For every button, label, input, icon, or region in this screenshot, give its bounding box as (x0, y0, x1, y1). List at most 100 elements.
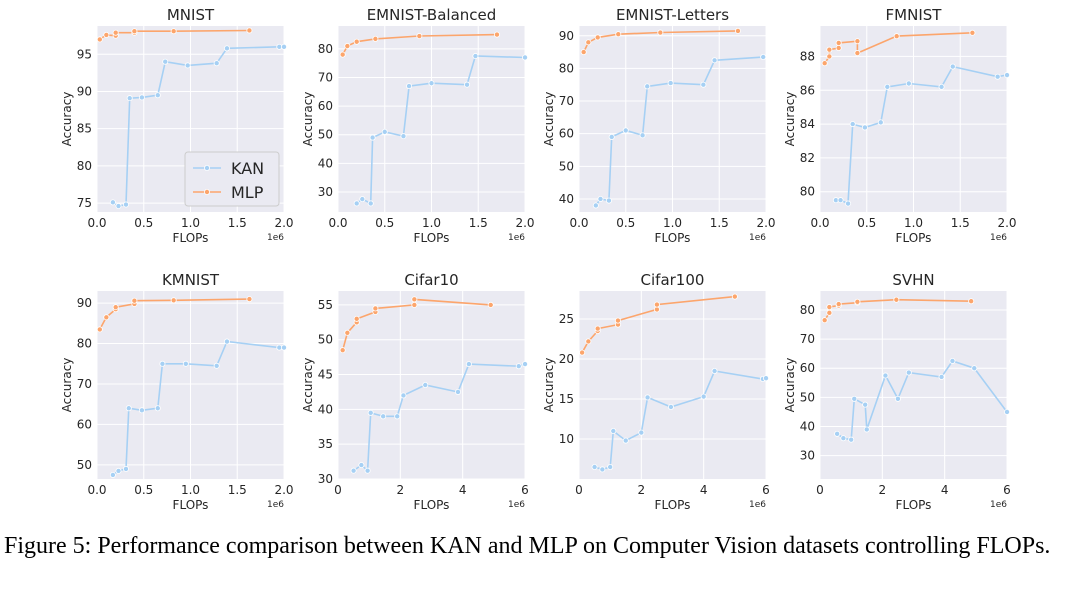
kan-point (350, 467, 357, 474)
kan-point (840, 435, 847, 442)
kan-point (711, 367, 718, 374)
kan-point (122, 201, 129, 208)
y-tick-label: 95 (77, 47, 92, 61)
y-tick-label: 80 (800, 185, 815, 199)
mlp-point (103, 314, 110, 321)
x-offset-label: 1e6 (749, 500, 766, 510)
kan-point (367, 409, 374, 416)
y-axis-label: Accuracy (301, 358, 315, 413)
kan-point (861, 124, 868, 131)
y-tick-label: 45 (318, 368, 333, 382)
kan-point (223, 338, 230, 345)
series-mlp (339, 31, 500, 58)
x-axis-label: FLOPs (655, 498, 691, 512)
kan-point (862, 401, 869, 408)
series-kan (591, 367, 770, 473)
kan-point (280, 344, 287, 351)
x-axis-label: FLOPs (173, 498, 209, 512)
mlp-point (731, 293, 738, 300)
kan-point (607, 463, 614, 470)
kan-point (848, 436, 855, 443)
y-tick-label: 40 (800, 420, 815, 434)
y-tick-label: 60 (318, 99, 333, 113)
y-tick-label: 30 (800, 449, 815, 463)
mlp-point (821, 60, 828, 67)
y-axis-label: Accuracy (542, 92, 556, 147)
mlp-point (594, 34, 601, 41)
x-tick-label: 0.5 (134, 216, 153, 230)
x-tick-label: 0.0 (328, 216, 347, 230)
chart-title: Cifar100 (641, 271, 705, 289)
kan-point (122, 465, 129, 472)
y-tick-label: 60 (77, 417, 92, 431)
x-tick-label: 0 (575, 483, 583, 497)
x-tick-label: 0 (816, 483, 824, 497)
kan-point (837, 197, 844, 204)
kan-point (938, 373, 945, 380)
mlp-point (97, 326, 103, 333)
kan-point (522, 54, 529, 61)
kan-point (938, 83, 945, 90)
y-tick-label: 80 (77, 337, 92, 351)
mlp-point (835, 44, 842, 51)
x-offset-label: 1e6 (508, 500, 525, 510)
kan-point (184, 62, 191, 69)
chart-panel-4: 0.0 0.5 1.0 1.5 2.0 80 82 84 86 88 FMNIST FLOPs Accu… (783, 6, 1017, 245)
x-tick-label: 1.5 (228, 216, 247, 230)
series-mlp (339, 296, 494, 354)
mlp-point (826, 53, 833, 60)
kan-point (154, 405, 161, 412)
x-offset-label: 1e6 (267, 500, 284, 510)
kan-point (159, 360, 166, 367)
mlp-point (821, 317, 828, 324)
kan-point (454, 388, 461, 395)
kan-point (359, 196, 366, 203)
mlp-point (170, 28, 177, 35)
y-tick-label: 25 (559, 312, 574, 326)
y-tick-label: 30 (318, 472, 333, 486)
kan-point (154, 92, 161, 99)
x-tick-label: 0.0 (87, 483, 106, 497)
y-tick-label: 40 (318, 402, 333, 416)
x-tick-label: 0.0 (87, 216, 106, 230)
y-tick-label: 60 (559, 127, 574, 141)
x-tick-label: 0.5 (375, 216, 394, 230)
kan-point (400, 392, 407, 399)
figure-canvas: 0.0 0.5 1.0 1.5 2.0 75 80 85 90 95 MNIST FLOPs Accur… (60, 6, 1017, 512)
x-tick-label: 6 (1003, 483, 1011, 497)
mlp-point (826, 46, 833, 53)
series-kan (353, 53, 529, 207)
y-tick-label: 80 (77, 159, 92, 173)
y-tick-label: 70 (77, 377, 92, 391)
mlp-point (585, 39, 592, 46)
mlp-point (112, 304, 119, 311)
series-mlp (97, 27, 253, 43)
mlp-point (246, 27, 253, 34)
y-tick-label: 50 (559, 159, 574, 173)
chart-title: EMNIST-Letters (616, 6, 729, 24)
mlp-point (131, 28, 138, 35)
series-kan (350, 361, 529, 474)
mlp-point (487, 301, 494, 308)
kan-point (162, 58, 169, 65)
y-tick-label: 84 (800, 117, 815, 131)
x-tick-label: 0.0 (810, 216, 829, 230)
kan-point (851, 395, 858, 402)
y-tick-label: 88 (800, 49, 815, 63)
series-kan (834, 357, 1011, 443)
chart-title: MNIST (167, 6, 215, 24)
x-tick-label: 1.0 (181, 483, 200, 497)
kan-point (422, 381, 429, 388)
plot-area (338, 291, 525, 479)
x-tick-label: 1.5 (469, 216, 488, 230)
y-tick-label: 80 (318, 42, 333, 56)
x-tick-label: 1.5 (228, 483, 247, 497)
x-tick-label: 1.0 (663, 216, 682, 230)
chart-panel-8: 0 2 4 6 30 40 50 60 70 80 SVHN FLOPs Accuracy 1e6 (783, 271, 1011, 512)
kan-point (994, 73, 1001, 80)
mlp-point (131, 297, 138, 304)
kan-point (358, 462, 365, 469)
kan-point (138, 407, 145, 414)
kan-point (644, 83, 651, 90)
kan-point (605, 197, 612, 204)
